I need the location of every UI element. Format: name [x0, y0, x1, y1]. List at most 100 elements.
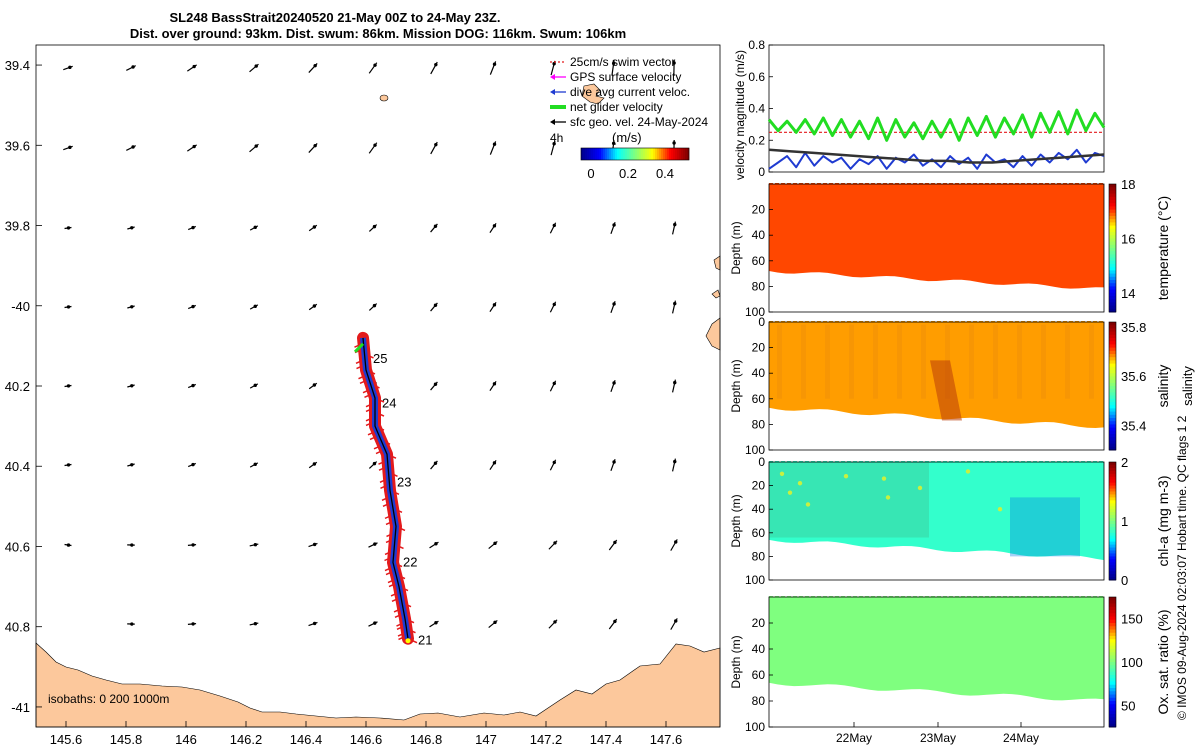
depth-tick-label: 80 [752, 694, 766, 708]
arrow-head [254, 463, 257, 466]
arrow-head [373, 462, 376, 465]
colorbar-segment [629, 148, 631, 160]
colorbar-tick-label: 2 [1121, 455, 1128, 470]
arrow-head [553, 620, 556, 623]
colorbar-segment [1109, 351, 1116, 355]
depth-tick-label: 20 [752, 616, 766, 630]
arrow-head [373, 542, 376, 545]
colorbar-segment [1109, 704, 1116, 708]
colorbar-segment [1109, 254, 1116, 258]
colorbar-segment [1109, 626, 1116, 630]
arrow-head [612, 223, 615, 226]
colorbar-segment [1109, 623, 1116, 627]
depth-tick-label: 60 [752, 668, 766, 682]
y-tick-label: 39.8 [5, 219, 30, 234]
legend-label: sfc geo. vel. 24-May-2024 [570, 115, 708, 129]
colorbar-segment [659, 148, 661, 160]
x-tick-label: 147.6 [650, 732, 683, 747]
colorbar-segment [1109, 597, 1116, 601]
colorbar-segment [1109, 299, 1116, 303]
depth-tick-label: 40 [752, 642, 766, 656]
depth-tick-label: 80 [752, 279, 766, 293]
x-tick-label: 147.4 [590, 732, 623, 747]
colorbar-segment [1109, 524, 1116, 527]
salinity-streak [1041, 325, 1046, 399]
title-line-2: Dist. over ground: 93km. Dist. swum: 86k… [130, 26, 626, 41]
colorbar-segment [1109, 568, 1116, 571]
colorbar-segment [1109, 261, 1116, 265]
colorbar-segment [1109, 440, 1116, 444]
arrow-head [130, 463, 133, 466]
colorbar-segment [653, 148, 655, 160]
depth-axis-label: Depth (m) [729, 359, 743, 412]
arrow-head [373, 225, 376, 228]
colorbar-segment [1109, 708, 1116, 712]
colorbar-tick-label: 35.4 [1121, 418, 1146, 433]
x-tick-label: 146 [175, 732, 197, 747]
arrow-head [434, 143, 437, 146]
colorbar-segment [1109, 293, 1116, 297]
colorbar-segment [663, 148, 665, 160]
colorbar-segment [1109, 210, 1116, 214]
colorbar-segment [621, 148, 623, 160]
y-tick-label: 39.4 [5, 58, 30, 73]
arrow-head [553, 541, 556, 544]
colorbar-segment [1109, 717, 1116, 721]
arrow-head [313, 462, 316, 465]
colorbar-segment [617, 148, 619, 160]
colorbar-segment [1109, 497, 1116, 500]
colorbar-segment [1109, 643, 1116, 647]
colorbar-segment [1109, 617, 1116, 621]
colorbar-segment [583, 148, 585, 160]
velocity-tick-label: 0.8 [748, 38, 765, 52]
colorbar-segment [665, 148, 667, 160]
arrow-head [493, 224, 496, 227]
colorbar-segment [1109, 527, 1116, 530]
colorbar-label: temperature (°C) [1155, 196, 1171, 300]
colorbar-segment [1109, 494, 1116, 497]
chl-high-point [998, 507, 1002, 511]
colorbar-segment [1109, 341, 1116, 345]
depth-axis-label: Depth (m) [729, 635, 743, 688]
x-tick-label: 146.6 [350, 732, 383, 747]
colorbar-segment [1109, 652, 1116, 656]
colorbar-segment [673, 148, 675, 160]
time-tick-label: 23May [920, 731, 956, 745]
colorbar-segment [643, 148, 645, 160]
colorbar-segment [1109, 474, 1116, 477]
colorbar-segment [671, 148, 673, 160]
colorbar-segment [1109, 662, 1116, 666]
colorbar-segment [1109, 415, 1116, 419]
day-label: 25 [373, 351, 387, 366]
colorbar-segment [1109, 721, 1116, 725]
colorbar-segment [1109, 248, 1116, 252]
depth-tick-label: 60 [752, 254, 766, 268]
colorbar-segment [657, 148, 659, 160]
colorbar-segment [1109, 360, 1116, 364]
colorbar-segment [1109, 434, 1116, 438]
arrow-head [67, 226, 70, 229]
colorbar-title: (m/s) [612, 130, 642, 145]
colorbar-segment [1109, 302, 1116, 306]
colorbar-segment [1109, 251, 1116, 255]
colorbar-segment [1109, 610, 1116, 614]
colorbar-segment [613, 148, 615, 160]
depth-tick-label: 0 [758, 315, 765, 329]
x-tick-label: 146.4 [290, 732, 323, 747]
arrow-head [553, 303, 556, 306]
arrow-head [191, 543, 194, 546]
arrow-head [254, 305, 257, 308]
chl-low-region [1010, 497, 1080, 556]
arrow-head [130, 543, 133, 546]
arrow-head [613, 620, 616, 623]
salinity-streak [969, 325, 974, 399]
arrow-head [434, 542, 437, 545]
depth-axis-label: Depth (m) [729, 494, 743, 547]
arrow-head [131, 65, 134, 68]
colorbar-segment [1109, 219, 1116, 223]
colorbar-segment [593, 148, 595, 160]
legend-label: 25cm/s swim vector [570, 55, 675, 69]
colorbar-segment [1109, 553, 1116, 556]
colorbar-segment [1109, 328, 1116, 332]
